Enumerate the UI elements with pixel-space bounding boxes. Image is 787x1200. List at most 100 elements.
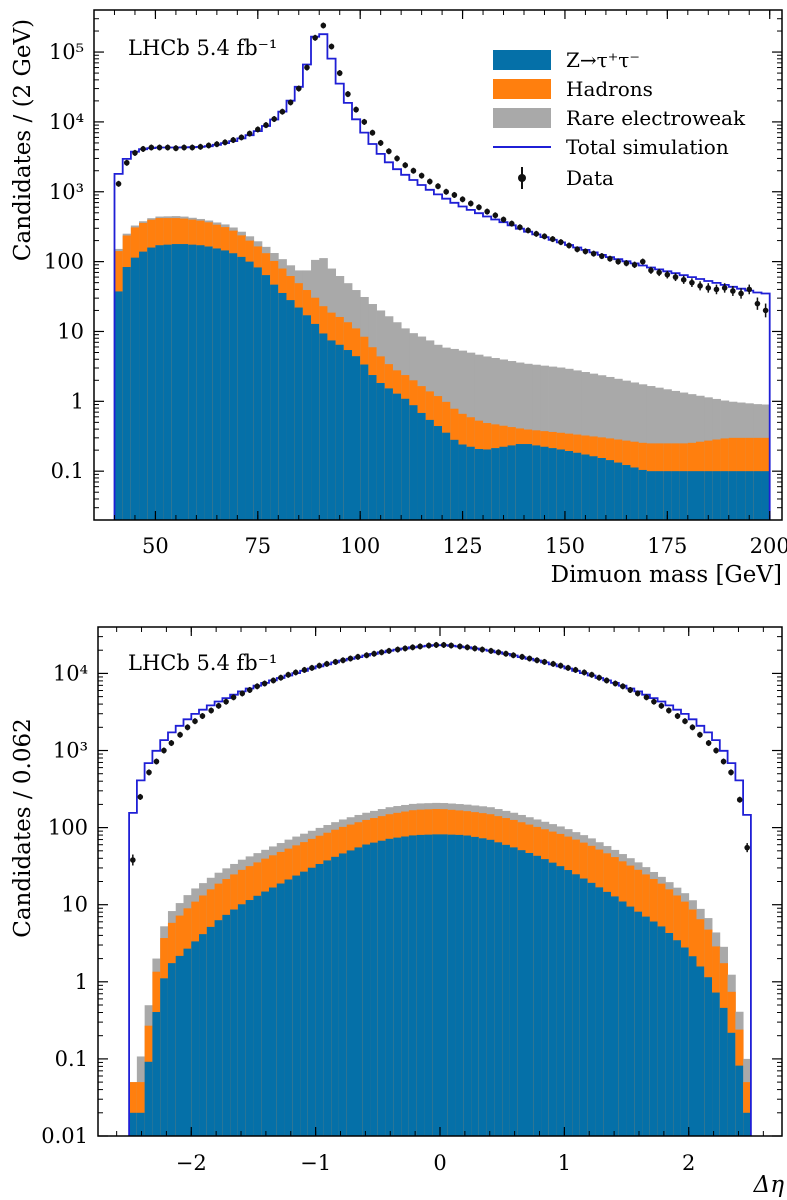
data-point [215, 703, 222, 709]
data-point [386, 648, 392, 654]
data-point [631, 262, 638, 268]
mass-ylabel: Candidates / (2 GeV) [10, 19, 36, 261]
data-point [476, 204, 482, 211]
ztautau-bar [368, 375, 377, 520]
data-point [115, 181, 122, 187]
ztautau-bar [432, 834, 441, 1136]
ztautau-bar [230, 909, 239, 1136]
data-point [599, 253, 605, 259]
mass-axis-ticks [93, 10, 782, 520]
ztautau-bar [556, 866, 565, 1136]
ztautau-bar [524, 444, 533, 520]
deta-xtick-label: 0 [433, 1151, 446, 1175]
data-point [664, 271, 671, 278]
ztautau-bar [696, 966, 705, 1136]
data-point [495, 649, 502, 656]
ztautau-bar [494, 842, 503, 1136]
ztautau-bar [665, 932, 674, 1136]
data-point [738, 290, 744, 297]
ztautau-bar [417, 412, 427, 520]
ztautau-bar [307, 867, 317, 1136]
data-point [295, 85, 302, 92]
data-point [440, 642, 447, 648]
ztautau-bar [360, 364, 369, 520]
data-point [309, 665, 315, 671]
data-point [467, 200, 474, 207]
data-point [246, 687, 253, 693]
data-point [208, 707, 214, 714]
data-point [332, 659, 339, 665]
data-point [347, 655, 354, 662]
deta-ytick-label: 10³ [53, 739, 88, 763]
ztautau-bar [509, 847, 519, 1136]
data-point [184, 724, 191, 731]
data-point [363, 652, 370, 659]
ztautau-bar [237, 904, 247, 1136]
data-point [615, 258, 621, 265]
data-point [443, 188, 449, 195]
data-point [682, 718, 688, 725]
data-point [549, 236, 556, 242]
deta-xtick-label: 1 [558, 1151, 571, 1175]
ztautau-bar [206, 926, 215, 1136]
data-point [656, 269, 662, 276]
ztautau-bar [704, 471, 713, 520]
data-point [448, 642, 454, 649]
ztautau-bar [276, 883, 285, 1136]
deta-panel: −2 −1 0 1 2 0.01 0.1 1 10 100 10³ 10⁴ Δη… [10, 626, 784, 1198]
data-point [451, 192, 458, 198]
data-point [705, 285, 712, 291]
deta-stacked-bars [129, 802, 752, 1136]
mass-data-points [115, 22, 769, 318]
ztautau-bar [229, 253, 238, 520]
data-point [427, 178, 433, 185]
data-point [565, 665, 571, 671]
ztautau-bar [502, 844, 511, 1136]
ztautau-bar [581, 454, 590, 520]
legend-data-label: Data [566, 166, 614, 190]
data-point [418, 172, 425, 179]
ztautau-bar [587, 882, 596, 1136]
ztautau-bar [618, 901, 627, 1136]
data-point [197, 144, 204, 150]
ztautau-bar [696, 471, 705, 520]
ztautau-bar [517, 850, 526, 1136]
data-point [533, 231, 540, 237]
ztautau-bar [466, 446, 476, 520]
data-point [627, 687, 634, 693]
ztautau-bar [338, 853, 348, 1136]
data-point [730, 288, 736, 294]
data-point [705, 740, 712, 746]
ztautau-bar [376, 382, 386, 520]
data-point [503, 650, 509, 657]
data-point [736, 796, 743, 803]
mass-xtick-label: 100 [340, 534, 380, 558]
data-point [320, 22, 327, 29]
ztautau-bar [532, 445, 541, 520]
data-point [324, 661, 330, 667]
deta-data-points [130, 641, 750, 866]
data-point [558, 239, 564, 245]
data-point [762, 307, 769, 314]
data-point [130, 857, 136, 863]
ztautau-bar [712, 992, 721, 1136]
data-point [156, 144, 163, 151]
data-point [246, 130, 253, 137]
ztautau-bar [499, 446, 509, 520]
legend-hadrons-swatch [493, 79, 551, 99]
ztautau-bar [572, 874, 581, 1136]
mass-xtick-label: 50 [142, 534, 169, 558]
ztautau-bar [196, 245, 205, 520]
ztautau-bar [761, 471, 771, 520]
legend-data-marker [518, 174, 526, 182]
data-point [328, 43, 335, 50]
deta-total-simulation-line [128, 644, 752, 1136]
ztautau-bar [163, 244, 173, 520]
ztautau-bar [245, 261, 255, 520]
data-point [603, 677, 610, 684]
ztautau-bar [343, 350, 353, 520]
ztautau-bar [401, 836, 410, 1136]
ztautau-bar [753, 471, 762, 520]
data-point [285, 671, 292, 678]
data-point [581, 669, 588, 676]
